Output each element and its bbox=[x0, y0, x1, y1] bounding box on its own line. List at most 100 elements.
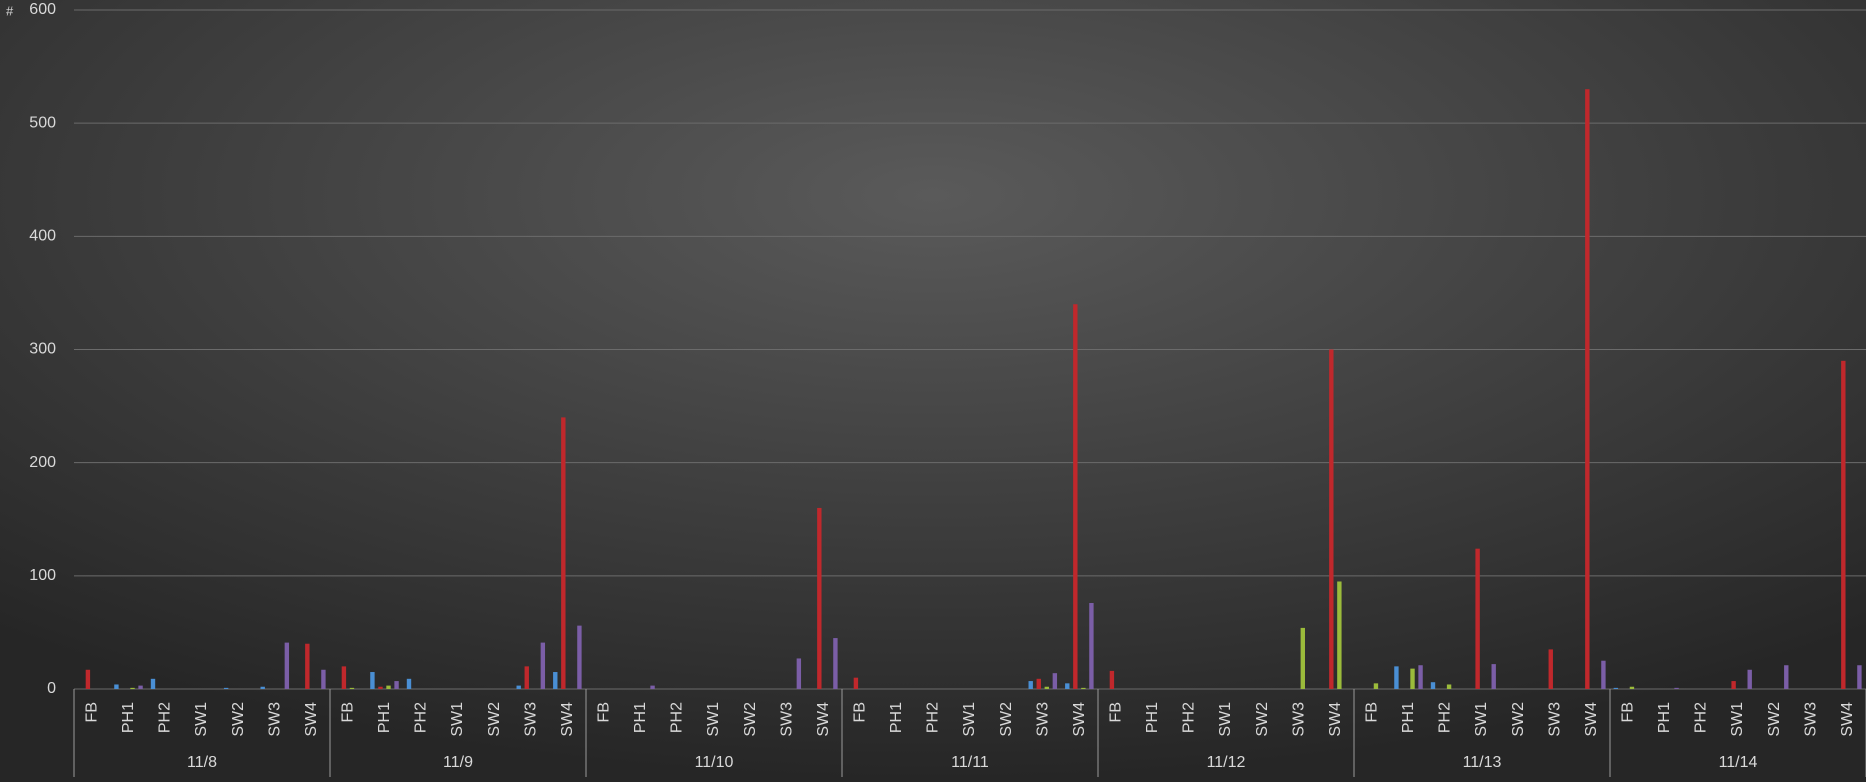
bar bbox=[853, 677, 859, 689]
bar bbox=[321, 669, 326, 689]
x-tick-label: FB bbox=[852, 702, 869, 722]
bar bbox=[150, 678, 156, 689]
x-tick-label: SW2 bbox=[742, 702, 759, 737]
x-tick-label: PH1 bbox=[1656, 702, 1673, 733]
y-tick-label: 0 bbox=[47, 680, 56, 697]
bar bbox=[1044, 686, 1049, 689]
x-tick-label: SW4 bbox=[303, 702, 320, 737]
bar bbox=[1430, 682, 1436, 689]
x-tick-label: SW1 bbox=[193, 702, 210, 737]
bar bbox=[1081, 687, 1086, 689]
x-tick-label: PH2 bbox=[1693, 702, 1710, 733]
x-tick-label: SW3 bbox=[1546, 702, 1563, 737]
bar bbox=[223, 687, 229, 689]
bar bbox=[577, 625, 582, 689]
bar bbox=[817, 507, 822, 689]
bar bbox=[85, 669, 91, 689]
group-label: 11/11 bbox=[951, 754, 989, 771]
x-tick-label: SW3 bbox=[1034, 702, 1051, 737]
bar bbox=[406, 678, 412, 689]
x-tick-label: SW3 bbox=[266, 702, 283, 737]
x-tick-label: SW1 bbox=[1473, 702, 1490, 737]
x-tick-label: SW1 bbox=[1729, 702, 1746, 737]
bar bbox=[524, 666, 529, 689]
bar bbox=[305, 643, 310, 689]
bar bbox=[1613, 687, 1619, 689]
x-tick-label: PH1 bbox=[120, 702, 137, 733]
x-tick-label: SW1 bbox=[961, 702, 978, 737]
bar bbox=[138, 685, 143, 689]
bar bbox=[1446, 684, 1452, 689]
bar bbox=[796, 658, 802, 689]
group-label: 11/12 bbox=[1207, 754, 1246, 771]
x-tick-label: PH1 bbox=[888, 702, 905, 733]
y-tick-label: 500 bbox=[29, 114, 56, 131]
x-tick-label: FB bbox=[596, 702, 613, 722]
bar bbox=[1841, 360, 1846, 689]
x-tick-label: SW4 bbox=[815, 702, 832, 737]
bar bbox=[114, 684, 119, 689]
x-tick-label: PH2 bbox=[1437, 702, 1454, 733]
x-tick-label: SW1 bbox=[1217, 702, 1234, 737]
bar bbox=[394, 681, 399, 689]
bar bbox=[1052, 673, 1058, 689]
x-tick-label: SW3 bbox=[1290, 702, 1307, 737]
y-axis-label: # bbox=[6, 3, 14, 18]
x-tick-label: SW2 bbox=[486, 702, 503, 737]
x-tick-label: FB bbox=[1620, 702, 1637, 722]
bar bbox=[1073, 304, 1078, 689]
x-tick-label: FB bbox=[1108, 702, 1125, 722]
x-tick-label: SW2 bbox=[230, 702, 247, 737]
bar bbox=[516, 685, 521, 689]
bar bbox=[1109, 670, 1115, 689]
x-tick-label: SW1 bbox=[449, 702, 466, 737]
x-tick-label: SW2 bbox=[998, 702, 1015, 737]
x-tick-label: PH2 bbox=[157, 702, 174, 733]
bar bbox=[260, 686, 265, 689]
x-tick-label: SW1 bbox=[705, 702, 722, 737]
bar bbox=[1410, 668, 1415, 689]
bar bbox=[1089, 602, 1094, 689]
x-tick-label: PH2 bbox=[413, 702, 430, 733]
bar bbox=[833, 638, 838, 689]
x-tick-label: SW3 bbox=[522, 702, 539, 737]
bar bbox=[378, 686, 383, 689]
bar bbox=[561, 417, 566, 689]
bar bbox=[540, 642, 546, 689]
bar bbox=[386, 685, 391, 689]
bar bbox=[1747, 669, 1752, 689]
x-tick-label: FB bbox=[340, 702, 357, 722]
y-tick-label: 100 bbox=[29, 567, 56, 584]
x-tick-label: FB bbox=[1364, 702, 1381, 722]
x-tick-label: SW3 bbox=[778, 702, 795, 737]
bar bbox=[370, 672, 375, 689]
bar bbox=[1475, 548, 1480, 689]
bar bbox=[1373, 683, 1379, 689]
x-tick-label: PH1 bbox=[1144, 702, 1161, 733]
bar bbox=[130, 687, 135, 689]
bar bbox=[1036, 678, 1041, 689]
bar bbox=[1300, 627, 1305, 689]
x-tick-label: SW3 bbox=[1802, 702, 1819, 737]
bar bbox=[1418, 665, 1423, 689]
y-tick-label: 600 bbox=[29, 1, 56, 18]
bar bbox=[650, 685, 655, 689]
x-tick-label: SW4 bbox=[559, 702, 576, 737]
x-tick-label: SW4 bbox=[1839, 702, 1856, 737]
bar bbox=[553, 672, 558, 689]
x-tick-label: FB bbox=[84, 702, 101, 722]
x-tick-label: PH2 bbox=[925, 702, 942, 733]
x-tick-label: PH1 bbox=[632, 702, 649, 733]
bar bbox=[1028, 681, 1033, 689]
bar bbox=[1674, 687, 1679, 689]
bar bbox=[1601, 660, 1606, 689]
bar bbox=[1548, 649, 1553, 689]
bar bbox=[284, 642, 290, 689]
x-tick-label: SW2 bbox=[1254, 702, 1271, 737]
x-tick-label: SW4 bbox=[1583, 702, 1600, 737]
x-tick-label: PH1 bbox=[1400, 702, 1417, 733]
x-tick-label: SW2 bbox=[1510, 702, 1527, 737]
bar bbox=[1585, 89, 1590, 689]
